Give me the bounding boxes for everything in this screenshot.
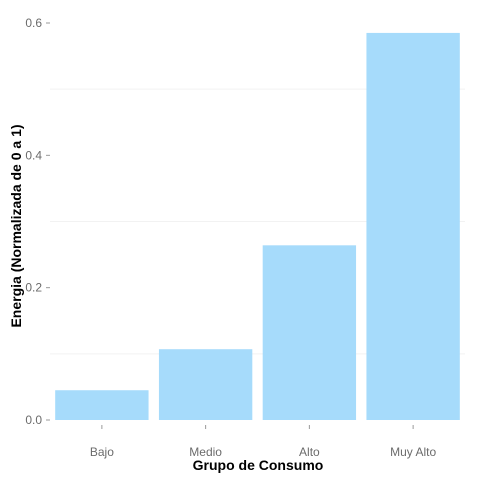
x-tick-label: Muy Alto: [390, 445, 436, 459]
bar-bajo: [55, 390, 149, 420]
y-axis: 0.0 0.2 0.4 0.6: [25, 16, 50, 427]
bar-muy-alto: [366, 32, 460, 421]
y-tick-label: 0.0: [25, 413, 42, 427]
x-axis-title: Grupo de Consumo: [193, 457, 324, 473]
bar-medio: [158, 349, 253, 420]
y-tick-label: 0.2: [25, 281, 42, 295]
x-tick-label: Bajo: [90, 445, 114, 459]
x-tick-label: Medio: [189, 445, 222, 459]
y-tick-label: 0.6: [25, 16, 42, 30]
bars-layer: [55, 32, 460, 421]
x-axis: Bajo Medio Alto Muy Alto: [90, 425, 436, 459]
y-axis-title: Energia (Normalizada de 0 a 1): [8, 124, 24, 327]
y-tick-label: 0.4: [25, 148, 42, 162]
x-tick-label: Alto: [299, 445, 320, 459]
bar-alto: [262, 245, 357, 420]
